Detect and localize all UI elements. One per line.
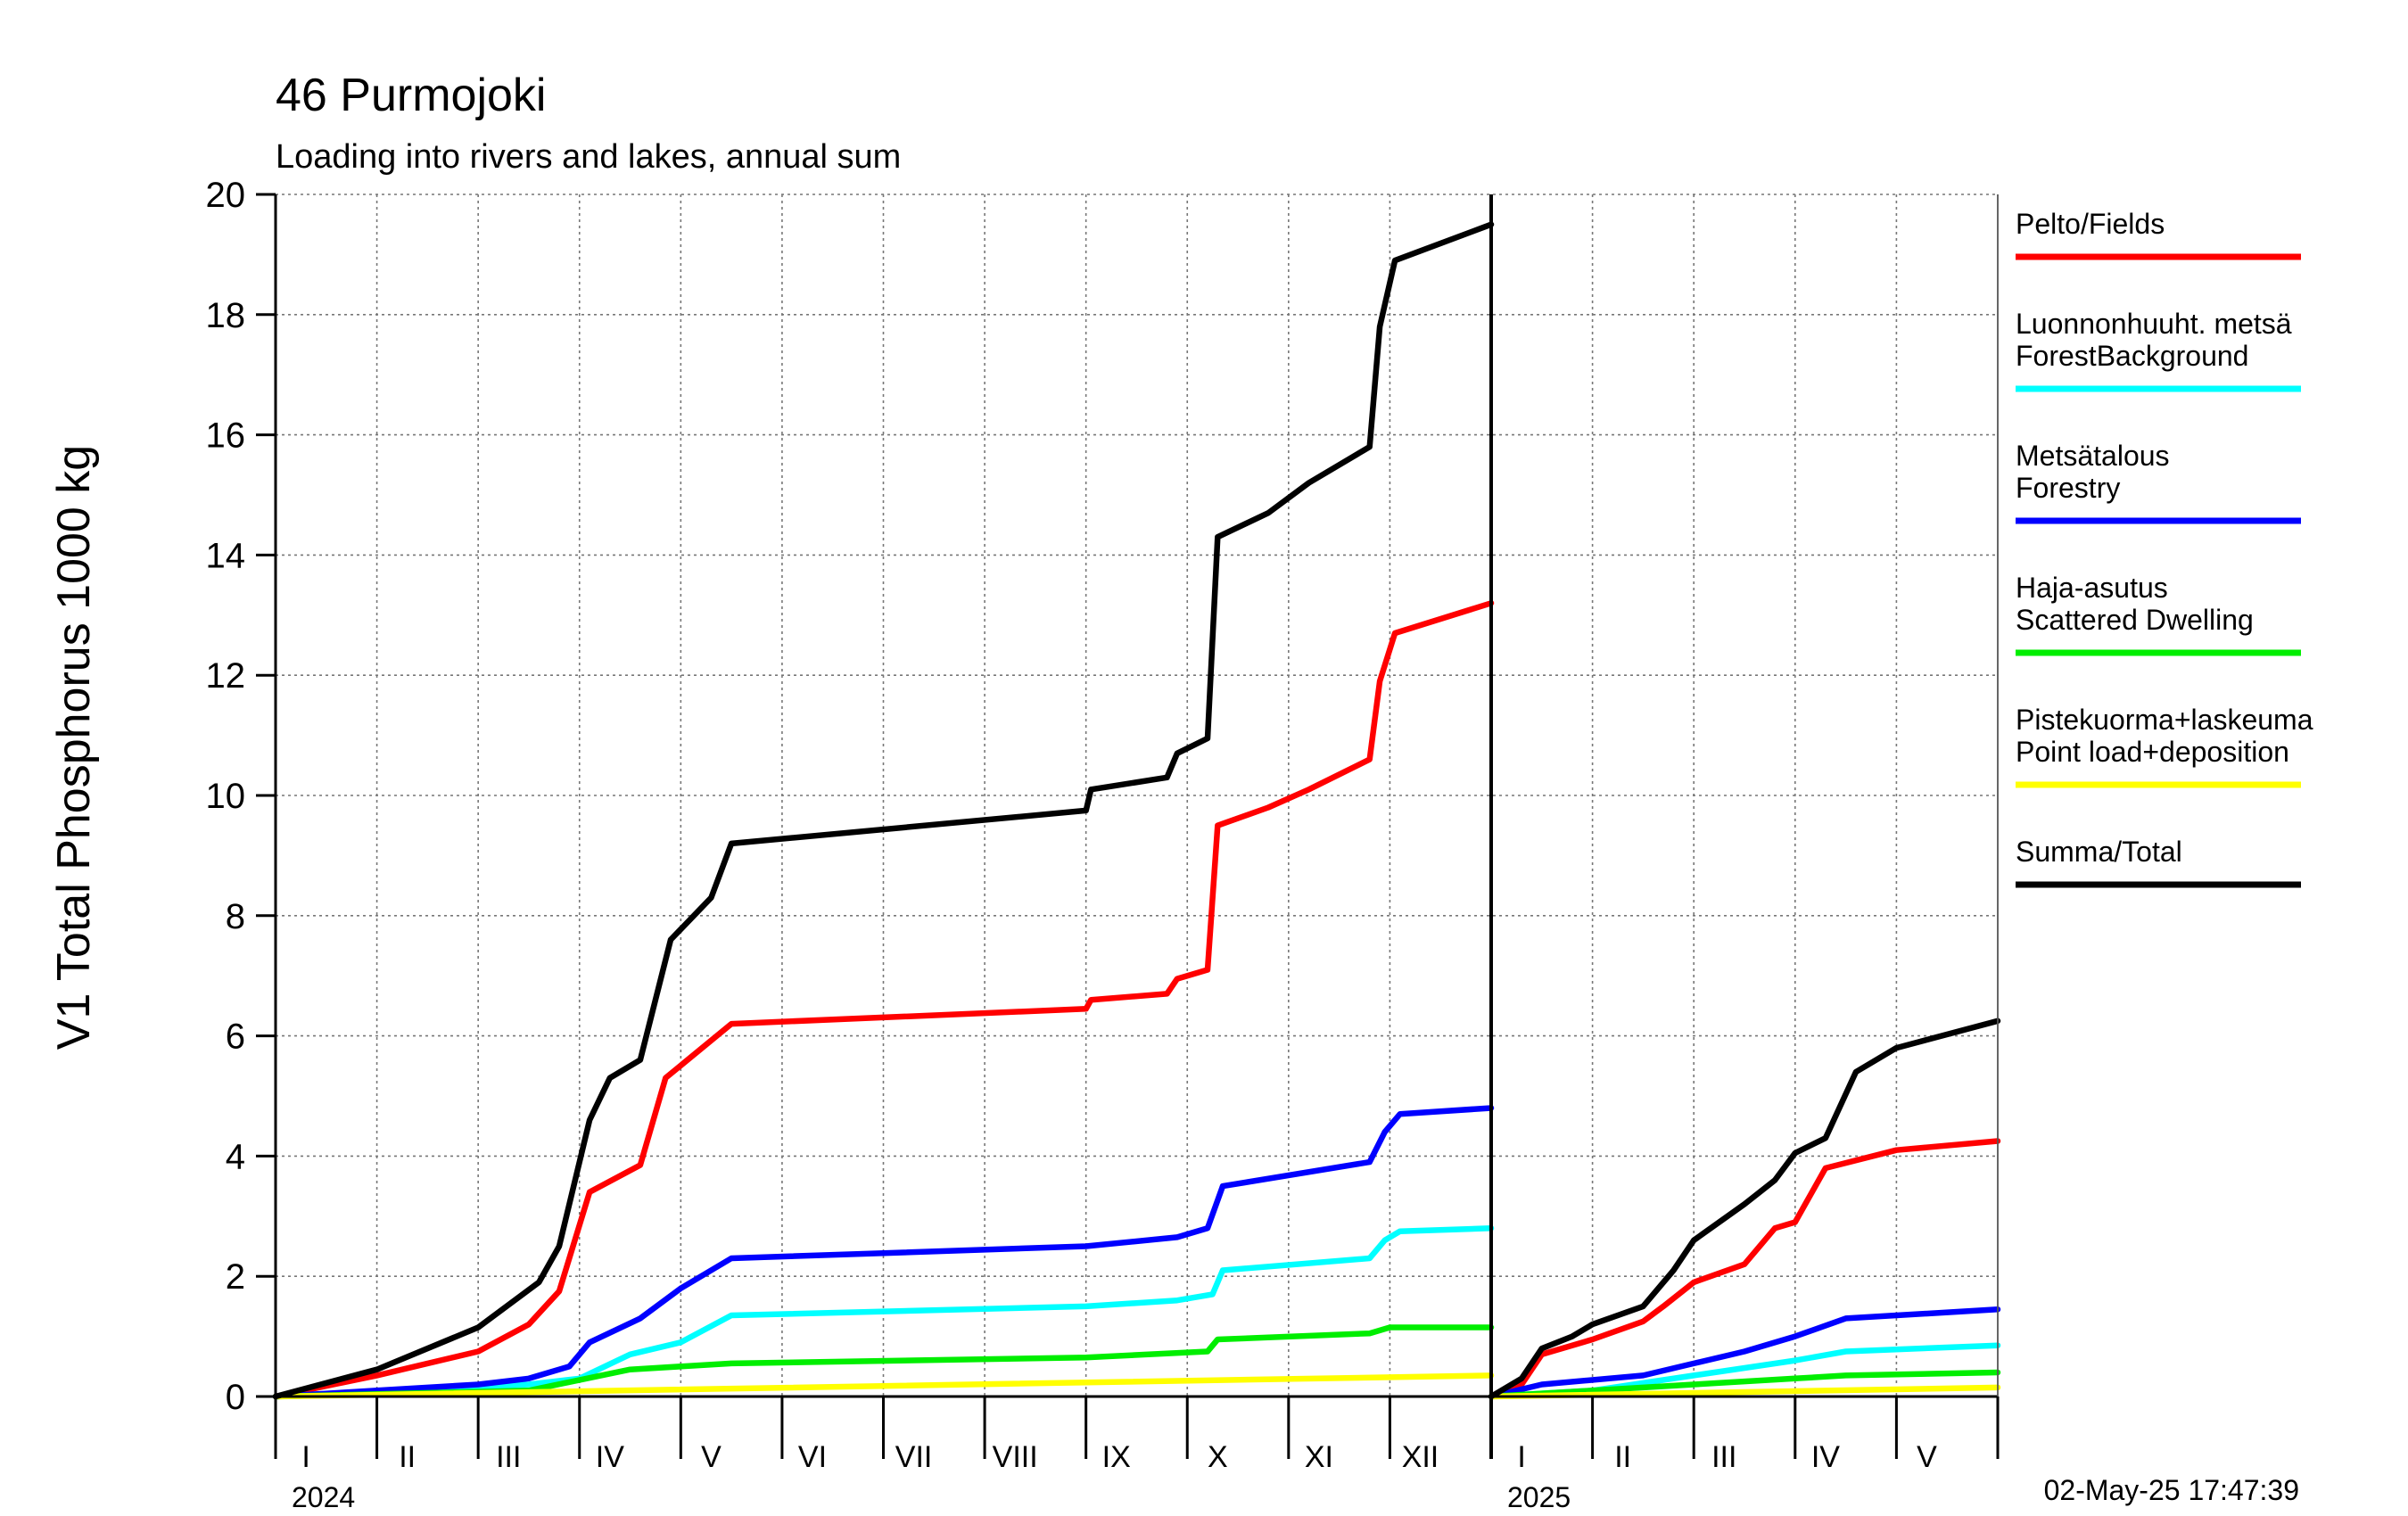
- x-month-label: IX: [1102, 1440, 1131, 1474]
- legend-label-scattered_dwelling: Haja-asutus: [2016, 572, 2168, 604]
- y-tick-label: 4: [226, 1137, 245, 1176]
- series-forest_background-2024: [272, 1225, 1495, 1400]
- series-point_load_deposition-2025: [1488, 1384, 2001, 1400]
- legend-label-forestry: Metsätalous: [2016, 440, 2170, 472]
- gridlines: [276, 194, 1998, 1397]
- data-series: [272, 221, 2001, 1400]
- x-month-label: III: [496, 1440, 521, 1474]
- legend: Pelto/Fields Luonnonhuuht. metsäForestBac…: [2016, 208, 2313, 888]
- series-forestry-2024: [272, 1105, 1495, 1400]
- timestamp: 02-May-25 17:47:39: [2044, 1474, 2299, 1506]
- series-forestry-2025: [1488, 1306, 2001, 1400]
- chart-title: 46 Purmojoki: [276, 70, 546, 121]
- axes: [256, 193, 2000, 1459]
- x-month-label: III: [1711, 1440, 1736, 1474]
- series-total-2025: [1488, 1018, 2001, 1400]
- y-tick-label: 12: [206, 656, 246, 696]
- legend-label-total: Summa/Total: [2016, 836, 2182, 868]
- x-month-label: IV: [1811, 1440, 1840, 1474]
- legend-label-scattered_dwelling: Scattered Dwelling: [2016, 604, 2254, 636]
- x-month-label: V: [701, 1440, 722, 1474]
- series-scattered_dwelling-2025: [1488, 1369, 2001, 1400]
- series-point_load_deposition-2024: [272, 1372, 1495, 1400]
- x-month-label: XII: [1402, 1440, 1439, 1474]
- y-tick-label: 18: [206, 296, 246, 335]
- x-month-label: X: [1208, 1440, 1228, 1474]
- x-month-label: VI: [798, 1440, 827, 1474]
- y-tick-label: 14: [206, 536, 246, 575]
- legend-label-fields: Pelto/Fields: [2016, 208, 2165, 240]
- x-month-label: VII: [895, 1440, 933, 1474]
- y-tick-label: 20: [206, 176, 246, 215]
- series-total-2024: [272, 221, 1495, 1400]
- y-tick-label: 16: [206, 416, 246, 456]
- y-tick-label: 0: [226, 1378, 245, 1417]
- x-month-label: I: [301, 1440, 309, 1474]
- legend-label-forest_background: ForestBackground: [2016, 340, 2248, 372]
- x-month-label: II: [1614, 1440, 1631, 1474]
- series-fields-2024: [272, 600, 1495, 1400]
- y-tick-label: 6: [226, 1018, 245, 1057]
- x-month-label: XI: [1305, 1440, 1333, 1474]
- y-tick-label: 10: [206, 777, 246, 816]
- x-month-label: IV: [596, 1440, 624, 1474]
- chart-subtitle: Loading into rivers and lakes, annual su…: [276, 138, 901, 176]
- x-year-label: 2024: [292, 1481, 355, 1513]
- y-axis-label: V1 Total Phosphorus 1000 kg: [48, 445, 100, 1050]
- x-month-label: I: [1517, 1440, 1525, 1474]
- x-month-label: II: [399, 1440, 416, 1474]
- y-tick-label: 8: [226, 897, 245, 936]
- legend-label-forestry: Forestry: [2016, 472, 2120, 504]
- y-tick-label: 2: [226, 1257, 245, 1297]
- x-month-label: V: [1917, 1440, 1937, 1474]
- legend-label-point_load_deposition: Pistekuorma+laskeuma: [2016, 704, 2313, 736]
- x-year-label: 2025: [1507, 1481, 1571, 1513]
- series-fields-2025: [1488, 1138, 2001, 1400]
- series-scattered_dwelling-2024: [272, 1324, 1495, 1400]
- x-month-label: VIII: [993, 1440, 1038, 1474]
- legend-label-forest_background: Luonnonhuuht. metsä: [2016, 308, 2292, 340]
- legend-label-point_load_deposition: Point load+deposition: [2016, 736, 2289, 768]
